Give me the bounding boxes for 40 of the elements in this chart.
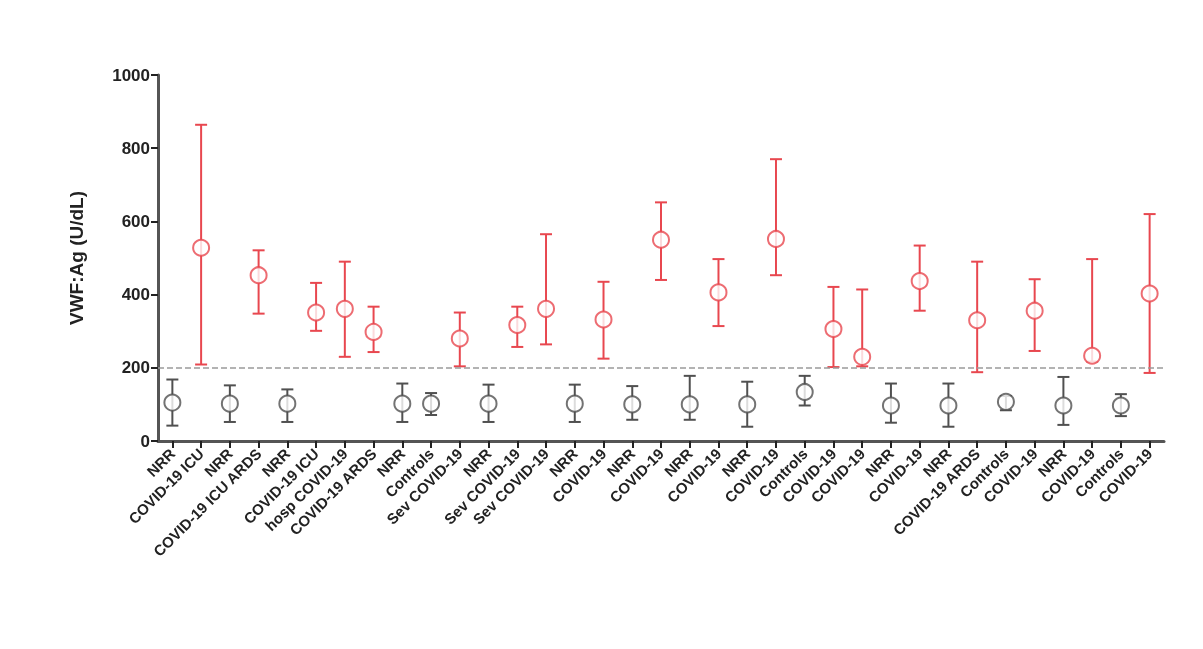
point: [393, 394, 412, 413]
point: [278, 394, 297, 413]
y-tick-label: 0: [140, 431, 150, 451]
point: [537, 299, 556, 318]
point: [881, 396, 900, 415]
point: [1025, 301, 1044, 320]
point: [623, 395, 642, 414]
point: [824, 320, 843, 338]
y-tick-label: 600: [121, 211, 150, 231]
y-tick-label: 400: [121, 285, 150, 305]
y-tick-label: 200: [121, 358, 150, 378]
point: [853, 347, 872, 366]
point: [1054, 396, 1073, 415]
point: [680, 395, 699, 414]
point: [249, 266, 268, 285]
point: [1083, 346, 1102, 365]
point: [422, 394, 441, 413]
point: [795, 382, 814, 401]
point: [364, 322, 383, 341]
point: [307, 303, 326, 322]
point: [738, 395, 757, 414]
point: [594, 310, 613, 329]
point: [910, 272, 929, 291]
point: [450, 329, 469, 348]
y-axis-title: VWF:Ag (U/dL): [66, 190, 87, 326]
point: [192, 238, 211, 257]
point: [565, 394, 584, 413]
point: [709, 283, 728, 302]
point: [508, 315, 527, 334]
point: [163, 393, 182, 412]
point: [335, 299, 354, 318]
point: [968, 311, 987, 330]
point: [652, 230, 670, 249]
point: [1140, 284, 1159, 303]
point: [939, 396, 958, 415]
y-tick-label: 1000: [112, 65, 150, 85]
point: [766, 229, 785, 248]
point: [220, 394, 239, 413]
point: [479, 394, 498, 413]
y-tick-label: 800: [121, 138, 150, 158]
